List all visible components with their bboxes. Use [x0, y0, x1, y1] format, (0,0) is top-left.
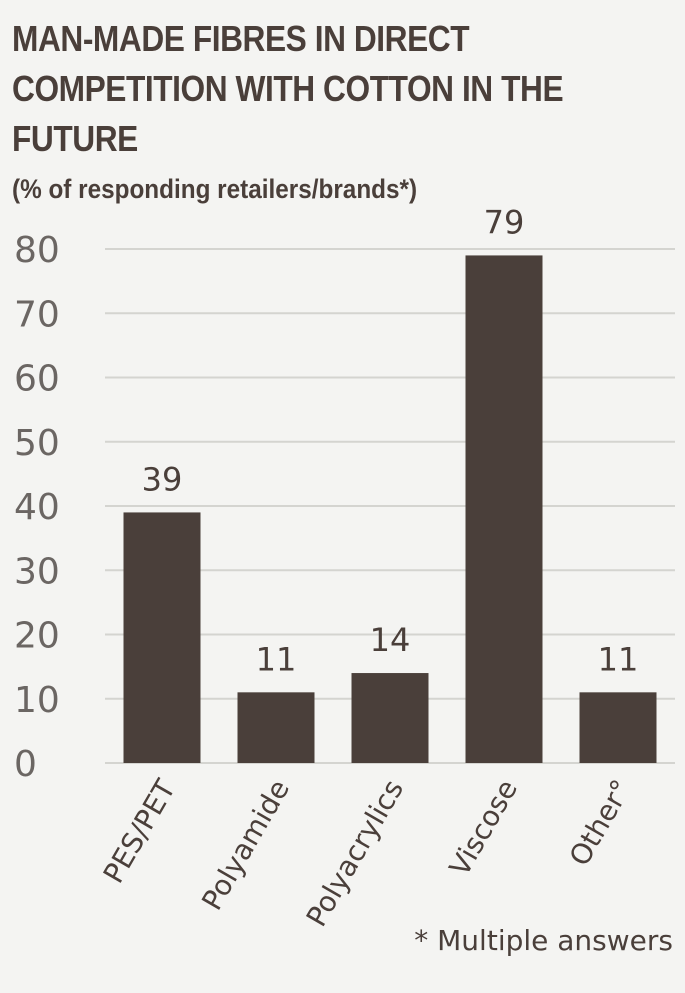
chart-title: MAN-MADE FIBRES IN DIRECT COMPETITION WI… [12, 18, 564, 159]
x-tick-label: PES/PET [97, 773, 183, 889]
y-tick-label: 0 [14, 744, 37, 785]
y-tick-label: 70 [14, 294, 60, 335]
bar [237, 692, 315, 763]
y-tick-label: 30 [14, 551, 60, 592]
data-label: 11 [598, 640, 639, 678]
data-labels: 39 11 14 79 11 [142, 203, 639, 678]
bar [351, 673, 429, 763]
chart-subtitle: (% of responding retailers/brands*) [12, 174, 418, 204]
data-label: 11 [256, 640, 297, 678]
bar [465, 255, 543, 764]
footnote: * Multiple answers [414, 924, 673, 957]
data-label: 39 [142, 460, 183, 498]
bar [123, 512, 201, 763]
data-label: 79 [484, 203, 525, 241]
y-tick-label: 80 [14, 230, 60, 271]
x-tick-label: Polyacrylics [300, 774, 410, 932]
y-tick-label: 60 [14, 359, 60, 400]
x-axis-ticks: PES/PET Polyamide Polyacrylics Viscose Other… [97, 773, 638, 932]
bar [579, 692, 657, 763]
data-label: 14 [370, 621, 411, 659]
y-tick-label: 20 [14, 616, 60, 657]
x-tick-label: Other° [563, 774, 638, 871]
x-tick-label: Polyamide [195, 774, 296, 916]
x-tick-label: Viscose [443, 774, 524, 882]
y-tick-label: 40 [14, 487, 60, 528]
bars [123, 255, 657, 764]
y-axis-ticks: 0 10 20 30 40 50 60 70 80 [14, 230, 60, 785]
y-tick-label: 10 [14, 680, 60, 721]
y-tick-label: 50 [14, 423, 60, 464]
